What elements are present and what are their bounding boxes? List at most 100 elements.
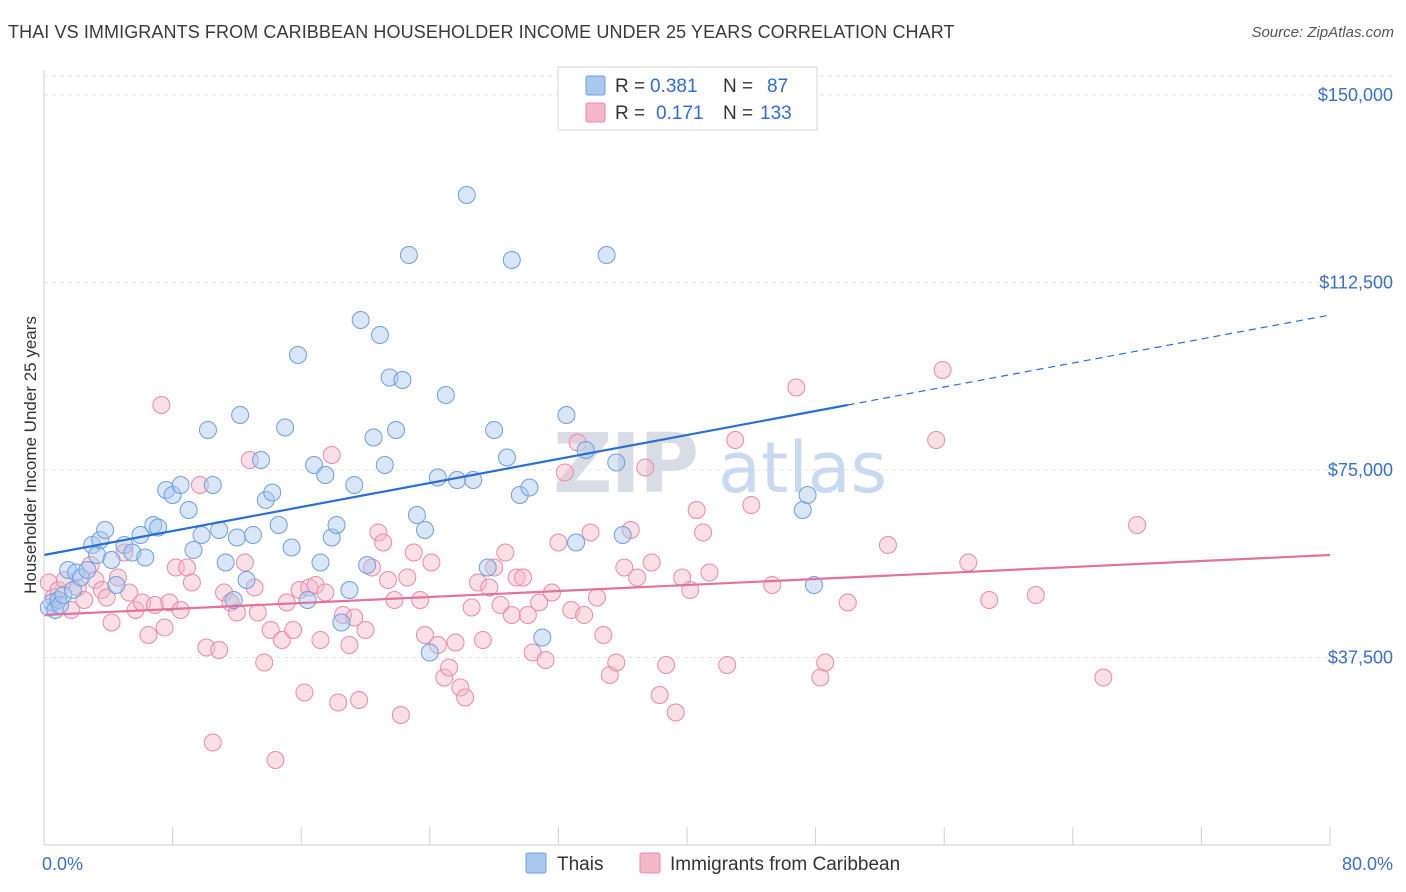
y-axis-title: Householder Income Under 25 years [21, 316, 40, 594]
caribbean-point [102, 613, 121, 632]
thai-point [533, 628, 552, 647]
thai-point [54, 586, 73, 604]
gridlines: $37,500 $75,000 $112,500 $150,000 [44, 75, 1396, 668]
thai-point [457, 186, 476, 204]
thai-point [102, 551, 121, 569]
caribbean-point [215, 583, 234, 602]
caribbean-point [306, 576, 325, 594]
thai-trend-extension [847, 314, 1331, 406]
thai-points [39, 186, 823, 662]
thai-point [567, 533, 586, 552]
caribbean-point [97, 588, 116, 607]
caribbean-point [446, 633, 465, 652]
caribbean-point [469, 573, 488, 592]
thai-point [316, 466, 335, 484]
caribbean-point [742, 496, 761, 514]
caribbean-point [959, 553, 978, 572]
caribbean-point [1026, 586, 1045, 604]
caribbean-point [316, 583, 335, 602]
caribbean-point [435, 668, 454, 687]
caribbean-point [700, 563, 719, 582]
thai-point [282, 538, 301, 557]
caribbean-point [311, 631, 330, 649]
caribbean-point [878, 536, 897, 554]
thai-point [305, 456, 324, 474]
thai-point [793, 501, 812, 519]
thai-point [227, 528, 246, 547]
caribbean-point [1128, 516, 1147, 534]
caribbean-point [726, 431, 745, 449]
caribbean-point [178, 558, 197, 577]
caribbean-trend-line [43, 553, 1331, 617]
thai-point [237, 571, 256, 589]
thai-point [216, 553, 235, 572]
thai-point [370, 326, 389, 344]
thai-point [510, 486, 529, 504]
caribbean-point [518, 606, 537, 624]
caribbean-point [536, 651, 555, 669]
caribbean-point [666, 703, 685, 722]
thai-point [78, 561, 97, 579]
thai-point [184, 541, 203, 559]
thai-point [607, 453, 626, 472]
watermark-zip: ZIP [553, 417, 697, 512]
caribbean-point [549, 533, 568, 552]
thai-point [269, 516, 288, 534]
y-tick-label: $37,500 [1328, 648, 1393, 668]
caribbean-point [108, 568, 127, 587]
caribbean-point [155, 618, 174, 637]
thai-point [263, 483, 282, 502]
thai-point [415, 521, 434, 539]
thai-point [88, 546, 107, 564]
series-legend: Thais Immigrants from Caribbean [525, 852, 900, 875]
caribbean-point [235, 553, 254, 572]
legend-n-value: 87 [767, 76, 788, 97]
y-tick-label: $150,000 [1318, 85, 1393, 105]
caribbean-point [636, 458, 655, 477]
thai-point [136, 548, 155, 567]
thai-point [804, 576, 823, 594]
legend-n-value: 133 [760, 103, 792, 124]
caribbean-point [266, 751, 285, 769]
legend-r-value: 0.171 [656, 103, 704, 124]
caribbean-point [816, 653, 835, 672]
caribbean-point [182, 573, 201, 592]
thai-point [502, 251, 521, 269]
series-legend-label-caribbean: Immigrants from Caribbean [670, 854, 900, 875]
caribbean-point [485, 558, 504, 577]
thai-point [179, 501, 198, 519]
caribbean-point [415, 626, 434, 644]
caribbean-point [980, 591, 999, 609]
series-legend-swatch-thai [525, 852, 547, 874]
thai-point [171, 476, 190, 494]
caribbean-point [657, 656, 676, 674]
thai-point [224, 591, 243, 609]
thai-point [231, 406, 250, 424]
legend-n-label: N = [723, 103, 753, 124]
caribbean-point [203, 733, 222, 752]
thai-point [597, 246, 616, 264]
thai-trend-line [43, 403, 848, 557]
thai-point [387, 421, 406, 439]
caribbean-point [1094, 668, 1113, 687]
caribbean-point [440, 658, 459, 677]
thai-point [613, 526, 632, 544]
caribbean-point [350, 691, 369, 709]
caribbean-point [575, 606, 594, 624]
series-legend-swatch-caribbean [639, 852, 661, 874]
caribbean-point [272, 631, 291, 649]
y-tick-label: $112,500 [1319, 273, 1393, 293]
caribbean-point [811, 668, 830, 687]
caribbean-point [369, 523, 388, 542]
caribbean-point [787, 378, 806, 397]
caribbean-point [374, 533, 393, 552]
legend-swatch-thai [585, 75, 606, 96]
caribbean-point [398, 568, 417, 587]
correlation-legend: R = 0.381 N = 87 R = 0.171 N = 133 [557, 66, 818, 131]
thai-point [67, 563, 86, 582]
legend-r-label: R = [615, 76, 645, 97]
thai-point [485, 421, 504, 439]
thai-point [107, 576, 126, 594]
thai-point [393, 371, 412, 389]
caribbean-point [362, 558, 381, 577]
